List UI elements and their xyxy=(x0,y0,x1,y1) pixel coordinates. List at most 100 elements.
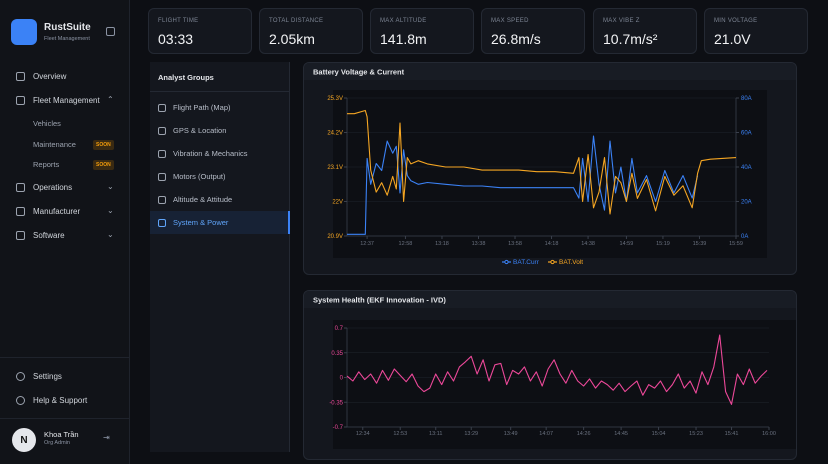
y-tick-label: 25.3V xyxy=(327,96,343,102)
x-tick-label: 13:11 xyxy=(429,431,442,437)
series-line xyxy=(346,334,768,405)
group-label: Altitude & Attitude xyxy=(173,195,233,204)
x-tick-label: 14:59 xyxy=(620,241,634,247)
x-tick-label: 15:41 xyxy=(725,431,739,437)
badge: SOON xyxy=(93,160,114,170)
stat-card: FLIGHT TIME 03:33 xyxy=(148,8,252,54)
y-tick-label: 0.7 xyxy=(335,326,344,332)
avatar: N xyxy=(12,428,36,452)
footer-item[interactable]: Settings xyxy=(16,372,62,381)
x-tick-label: 16:00 xyxy=(762,431,776,437)
title-bar xyxy=(304,291,796,308)
logo xyxy=(11,19,37,45)
group-item[interactable]: Flight Path (Map) xyxy=(158,103,231,112)
x-tick-label: 14:26 xyxy=(577,431,591,437)
y2-tick-label: 0A xyxy=(741,234,748,240)
x-tick-label: 15:19 xyxy=(656,241,670,247)
logout-button[interactable]: ⇥ xyxy=(103,433,110,442)
x-tick-label: 13:58 xyxy=(508,241,522,247)
x-tick-label: 13:29 xyxy=(464,431,478,437)
series-line xyxy=(347,109,737,215)
nav-item[interactable]: Manufacturer xyxy=(16,207,80,216)
x-tick-label: 15:23 xyxy=(689,431,703,437)
user-role: Org Admin xyxy=(44,440,70,446)
chart-title: System Health (EKF Innovation - IVD) xyxy=(313,296,446,305)
chart-panel: Battery Voltage & Current 20.9V 22V 23.1V 24… xyxy=(303,62,797,275)
group-item[interactable]: Vibration & Mechanics xyxy=(158,149,247,158)
group-label: Flight Path (Map) xyxy=(173,103,231,112)
brand: RustSuite xyxy=(44,22,91,33)
x-tick-label: 13:49 xyxy=(504,431,518,437)
stat-card: MIN VOLTAGE 21.0V xyxy=(704,8,808,54)
chart-panel: System Health (EKF Innovation - IVD) -0.7… xyxy=(303,290,797,460)
legend-label: BAT.Volt xyxy=(559,259,583,266)
group-label: System & Power xyxy=(173,218,229,227)
chevron: ⌄ xyxy=(107,182,114,191)
y-tick-label: 23.1V xyxy=(327,165,343,171)
user-name: Khoa Trần xyxy=(44,430,79,439)
chevron: ⌄ xyxy=(107,206,114,215)
sub-nav-item[interactable]: Reports xyxy=(33,160,60,169)
legend-dot xyxy=(550,259,555,265)
chevron: ⌃ xyxy=(107,95,114,104)
y-tick-label: 20.9V xyxy=(327,234,343,240)
x-tick-label: 12:53 xyxy=(393,431,407,437)
y-tick-label: -0.35 xyxy=(329,400,343,406)
x-tick-label: 15:04 xyxy=(652,431,666,437)
icon xyxy=(158,218,166,227)
x-tick-label: 15:59 xyxy=(729,241,743,247)
x-tick-label: 13:18 xyxy=(435,241,449,247)
brand-sub: Fleet Management xyxy=(44,36,90,42)
sidebar: RustSuite Fleet Management Overview Flee… xyxy=(0,0,130,464)
nav-item[interactable]: Operations xyxy=(16,183,72,192)
group-item[interactable]: Motors (Output) xyxy=(158,172,226,181)
x-tick-label: 12:58 xyxy=(399,241,413,247)
y-tick-label: 24.2V xyxy=(327,131,343,137)
stat-card: MAX VIBE Z 10.7m/s² xyxy=(593,8,697,54)
y-tick-label: 0 xyxy=(340,376,344,382)
group-item[interactable]: System & Power xyxy=(150,211,290,234)
stat-card: MAX ALTITUDE 141.8m xyxy=(370,8,474,54)
x-tick-label: 12:34 xyxy=(356,431,370,437)
stat-card: TOTAL DISTANCE 2.05km xyxy=(259,8,363,54)
badge: SOON xyxy=(93,140,114,150)
y2-tick-label: 60A xyxy=(741,131,752,137)
divider xyxy=(0,418,130,419)
group-label: GPS & Location xyxy=(173,126,227,135)
chart: Battery Voltage & Current 20.9V 22V 23.1V 24… xyxy=(304,63,796,266)
group-label: Vibration & Mechanics xyxy=(173,149,248,158)
x-tick-label: 14:38 xyxy=(581,241,595,247)
divider xyxy=(0,357,130,358)
sub-nav-item[interactable]: Maintenance xyxy=(33,140,76,149)
icon xyxy=(158,172,166,181)
y-tick-label: 22V xyxy=(332,200,343,206)
collapse-button[interactable] xyxy=(106,27,115,36)
plot-bg xyxy=(333,320,796,449)
groups-title: Analyst Groups xyxy=(158,73,214,82)
x-tick-label: 12:37 xyxy=(360,241,374,247)
x-tick-label: 14:07 xyxy=(539,431,553,437)
legend-dot xyxy=(504,259,509,265)
legend-label: BAT.Curr xyxy=(513,259,540,266)
sub-nav-item[interactable]: Vehicles xyxy=(33,119,61,128)
footer-item[interactable]: Help & Support xyxy=(16,396,87,405)
nav-item[interactable]: Fleet Management xyxy=(16,96,100,105)
series-line xyxy=(347,135,699,235)
analyst-groups: Analyst Groups Flight Path (Map) GPS & Lo… xyxy=(150,62,290,452)
x-tick-label: 14:18 xyxy=(545,241,559,247)
icon xyxy=(158,149,166,158)
title-bar xyxy=(304,63,796,80)
icon xyxy=(158,103,166,112)
y2-tick-label: 40A xyxy=(741,165,752,171)
x-tick-label: 14:45 xyxy=(614,431,628,437)
nav-item[interactable]: Overview xyxy=(16,72,66,81)
y2-tick-label: 20A xyxy=(741,200,752,206)
group-item[interactable]: GPS & Location xyxy=(158,126,226,135)
x-tick-label: 13:38 xyxy=(472,241,486,247)
icon xyxy=(158,195,166,204)
plot-bg xyxy=(333,90,767,258)
group-item[interactable]: Altitude & Attitude xyxy=(158,195,232,204)
nav-item[interactable]: Software xyxy=(16,231,65,240)
y-tick-label: -0.7 xyxy=(333,425,344,431)
